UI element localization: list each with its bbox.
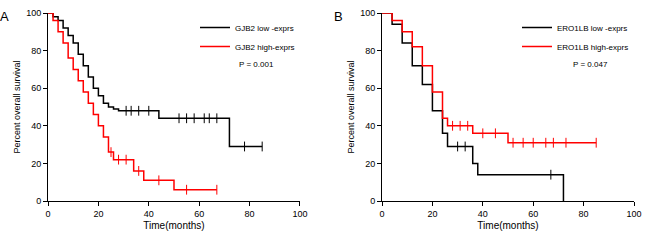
- svg-text:ERO1LB high-exprs: ERO1LB high-exprs: [557, 43, 628, 52]
- svg-text:0: 0: [36, 196, 41, 206]
- svg-text:20: 20: [427, 209, 437, 219]
- svg-text:Time(months): Time(months): [477, 220, 538, 231]
- svg-text:80: 80: [365, 46, 375, 56]
- svg-text:60: 60: [528, 209, 538, 219]
- svg-text:100: 100: [626, 209, 641, 219]
- svg-text:B: B: [334, 9, 343, 24]
- svg-text:ERO1LB low -exprs: ERO1LB low -exprs: [557, 24, 627, 33]
- svg-text:0: 0: [45, 209, 50, 219]
- svg-text:Time(months): Time(months): [143, 220, 204, 231]
- svg-text:60: 60: [31, 83, 41, 93]
- svg-text:100: 100: [360, 8, 375, 18]
- svg-text:GJB2 low -exprs: GJB2 low -exprs: [235, 24, 294, 33]
- svg-text:20: 20: [365, 159, 375, 169]
- svg-text:100: 100: [292, 209, 307, 219]
- svg-text:GJB2 high-exprs: GJB2 high-exprs: [235, 43, 295, 52]
- svg-text:P = 0.047: P = 0.047: [573, 60, 608, 69]
- svg-text:60: 60: [194, 209, 204, 219]
- svg-text:60: 60: [365, 83, 375, 93]
- svg-text:A: A: [0, 9, 9, 24]
- svg-text:0: 0: [370, 196, 375, 206]
- svg-text:40: 40: [365, 121, 375, 131]
- svg-text:80: 80: [31, 46, 41, 56]
- svg-text:Percent overall survival: Percent overall survival: [12, 60, 22, 153]
- svg-text:Percent overall survival: Percent overall survival: [346, 60, 356, 153]
- svg-text:40: 40: [144, 209, 154, 219]
- svg-text:P = 0.001: P = 0.001: [239, 60, 274, 69]
- svg-text:20: 20: [31, 159, 41, 169]
- svg-text:20: 20: [93, 209, 103, 219]
- svg-text:40: 40: [478, 209, 488, 219]
- svg-text:80: 80: [579, 209, 589, 219]
- svg-text:80: 80: [245, 209, 255, 219]
- svg-text:40: 40: [31, 121, 41, 131]
- svg-text:100: 100: [26, 8, 41, 18]
- svg-text:0: 0: [380, 209, 385, 219]
